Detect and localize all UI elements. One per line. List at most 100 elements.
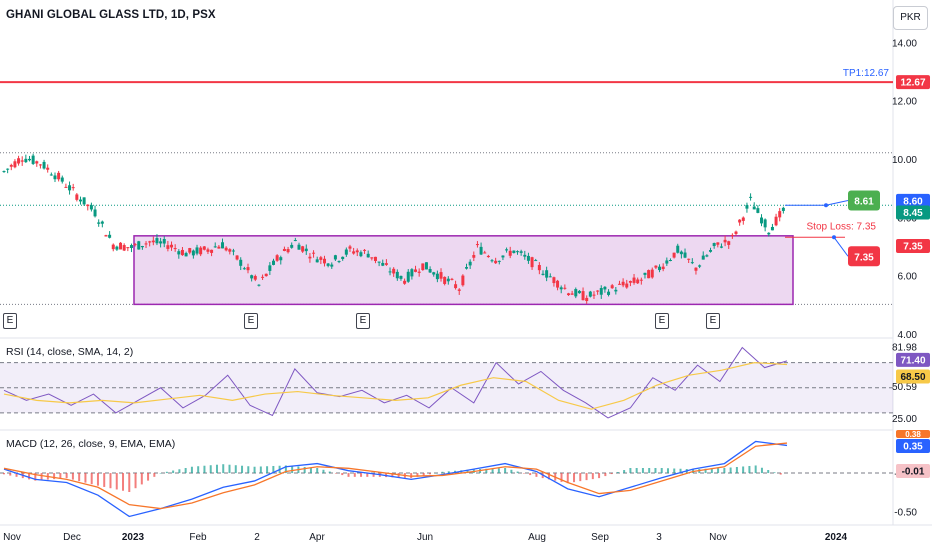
- candle-body: [104, 235, 108, 237]
- macd-histogram-bar: [15, 473, 18, 477]
- earnings-marker[interactable]: E: [706, 313, 720, 329]
- candle-body: [650, 269, 654, 278]
- candle-body: [738, 219, 742, 223]
- candle-body: [683, 252, 687, 258]
- macd-histogram-bar: [178, 469, 181, 474]
- candle-body: [770, 226, 774, 231]
- macd-histogram-bar: [103, 473, 106, 487]
- candle-body: [465, 267, 469, 269]
- x-tick-label: Dec: [63, 532, 81, 543]
- macd-histogram-bar: [309, 467, 312, 474]
- macd-histogram-bar: [247, 466, 250, 474]
- candle-body: [468, 261, 472, 266]
- candle-body: [516, 251, 520, 253]
- candle-body: [570, 293, 574, 295]
- candle-body: [639, 279, 643, 281]
- macd-histogram-bar: [222, 464, 225, 474]
- macd-histogram-bar: [717, 468, 720, 474]
- candle-body: [778, 211, 782, 218]
- callout-connector: [825, 200, 849, 206]
- close-price-tag: [896, 205, 930, 220]
- candle-body: [27, 158, 31, 161]
- candle-body: [315, 259, 319, 263]
- x-tick-label: 2023: [122, 532, 145, 543]
- candle-body: [177, 251, 181, 255]
- macd-histogram-bar: [153, 473, 156, 477]
- candle-body: [366, 253, 370, 258]
- candle-body: [585, 297, 589, 302]
- candle-body: [9, 164, 13, 167]
- candle-body: [71, 187, 75, 189]
- candle-body: [188, 248, 192, 253]
- macd-histogram-bar: [341, 473, 344, 476]
- macd-histogram-bar: [573, 473, 576, 483]
- macd-line: [3, 440, 788, 518]
- x-tick-label: Nov: [3, 532, 21, 543]
- macd-histogram-bar: [190, 466, 193, 474]
- macd-histogram-bar: [416, 473, 419, 477]
- candle-body: [170, 244, 174, 248]
- candle-body: [6, 168, 10, 170]
- candle-body: [719, 246, 723, 248]
- candle-body: [545, 270, 549, 278]
- candle-body: [588, 291, 592, 297]
- candle-body: [505, 249, 509, 251]
- callout-connector: [833, 236, 849, 257]
- macd-value-tag-label: 0.38: [905, 430, 921, 439]
- macd-histogram-bar: [360, 473, 363, 477]
- x-tick-label: Nov: [709, 532, 727, 543]
- x-tick-label: Apr: [309, 532, 325, 543]
- candle-body: [760, 217, 764, 224]
- macd-histogram-bar: [710, 468, 713, 474]
- x-tick-label: Jun: [417, 532, 433, 543]
- macd-histogram-bar: [485, 468, 488, 474]
- candle-body: [424, 262, 428, 270]
- candle-body: [603, 286, 607, 290]
- candle-body: [403, 280, 407, 284]
- candle-body: [574, 289, 578, 297]
- candle-body: [78, 199, 82, 202]
- macd-histogram-bar: [147, 473, 150, 481]
- macd-histogram-bar: [259, 466, 262, 474]
- macd-histogram-bar: [9, 473, 12, 476]
- candle-body: [348, 246, 352, 249]
- candle-body: [727, 241, 731, 245]
- macd-histogram-bar: [266, 466, 269, 474]
- macd-histogram-bar: [754, 465, 757, 474]
- earnings-marker[interactable]: E: [655, 313, 669, 329]
- macd-histogram-bar: [504, 468, 507, 474]
- earnings-marker[interactable]: E: [356, 313, 370, 329]
- candle-body: [140, 246, 144, 248]
- candle-body: [592, 294, 596, 296]
- candle-body: [206, 249, 210, 252]
- candle-body: [60, 177, 64, 182]
- macd-histogram-bar: [748, 465, 751, 474]
- candle-body: [698, 265, 702, 267]
- earnings-marker[interactable]: E: [244, 313, 258, 329]
- rsi-value-tag: [896, 369, 930, 384]
- candle-body: [290, 244, 294, 248]
- macd-histogram-bar: [522, 473, 525, 474]
- macd-histogram-bar: [660, 468, 663, 474]
- candle-body: [690, 262, 694, 264]
- candle-body: [756, 208, 760, 213]
- candle-body: [86, 204, 90, 207]
- macd-histogram-bar: [447, 471, 450, 474]
- candle-body: [781, 207, 785, 211]
- candle-body: [519, 251, 523, 253]
- candle-body: [658, 266, 662, 271]
- macd-histogram-bar: [284, 465, 287, 474]
- candle-body: [133, 244, 137, 246]
- candle-body: [38, 164, 42, 166]
- candle-body: [628, 280, 632, 283]
- macd-histogram-bar: [328, 471, 331, 474]
- candle-body: [541, 273, 545, 275]
- candle-body: [479, 246, 483, 255]
- earnings-marker[interactable]: E: [3, 313, 17, 329]
- currency-button[interactable]: PKR: [893, 6, 928, 30]
- macd-histogram-bar: [397, 473, 400, 478]
- candle-body: [20, 160, 24, 162]
- stop-loss-callout: [848, 246, 880, 267]
- candle-body: [246, 267, 250, 271]
- macd-histogram-bar: [566, 473, 569, 484]
